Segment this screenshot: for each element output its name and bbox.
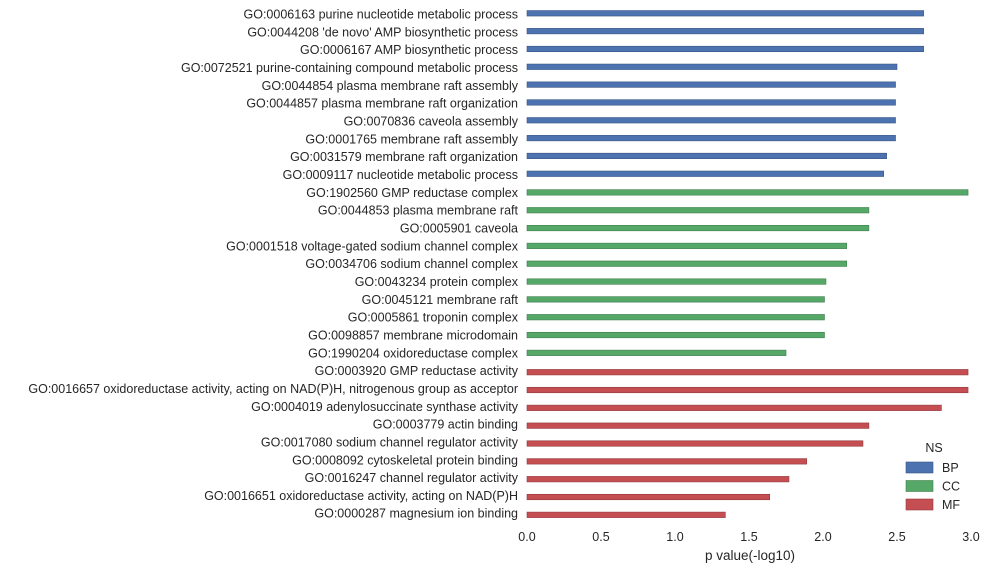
legend-label-cc: CC xyxy=(942,480,960,494)
category-label: GO:0003920 GMP reductase activity xyxy=(315,364,519,378)
legend-label-mf: MF xyxy=(942,498,960,512)
legend-swatch-mf xyxy=(905,498,934,511)
category-label: GO:0016651 oxidoreductase activity, acti… xyxy=(204,489,518,503)
category-labels: GO:0006163 purine nucleotide metabolic p… xyxy=(28,8,518,521)
x-tick-label: 3.0 xyxy=(962,530,979,544)
category-label: GO:0044857 plasma membrane raft organiza… xyxy=(246,97,518,111)
legend-swatch-cc xyxy=(905,480,934,492)
x-tick-label: 0.0 xyxy=(518,530,535,544)
x-axis-ticks: 0.0 0.5 1.0 1.5 2.0 2.5 3.0 xyxy=(518,530,979,544)
bar-mf xyxy=(526,422,870,429)
bar-cc xyxy=(526,207,870,214)
bar-cc xyxy=(526,242,847,249)
category-label: GO:0044208 'de novo' AMP biosynthetic pr… xyxy=(247,25,518,39)
bar-bp xyxy=(526,170,884,177)
bar-cc xyxy=(526,314,825,321)
category-label: GO:0044854 plasma membrane raft assembly xyxy=(262,79,519,93)
category-label: GO:0004019 adenylosuccinate synthase act… xyxy=(251,400,519,414)
bar-cc xyxy=(526,278,827,285)
category-label: GO:0006167 AMP biosynthetic process xyxy=(300,43,518,57)
category-label: GO:0070836 caveola assembly xyxy=(344,114,519,128)
category-label: GO:0003779 actin binding xyxy=(373,418,518,432)
bar-mf xyxy=(526,493,771,501)
legend: NS BP CC MF xyxy=(905,441,960,512)
category-label: GO:0000287 magnesium ion binding xyxy=(314,507,518,521)
category-label: GO:0016657 oxidoreductase activity, acti… xyxy=(28,382,518,396)
legend-label-bp: BP xyxy=(942,461,959,475)
bar-bp xyxy=(526,117,896,124)
x-tick-label: 2.0 xyxy=(814,530,831,544)
bar-cc xyxy=(526,296,825,303)
bar-bp xyxy=(526,63,898,70)
x-tick-label: 0.5 xyxy=(592,530,609,544)
bar-bp xyxy=(526,99,896,106)
category-label: GO:0016247 channel regulator activity xyxy=(305,471,519,485)
category-label: GO:0043234 protein complex xyxy=(355,275,519,289)
category-label: GO:0009117 nucleotide metabolic process xyxy=(283,168,518,182)
x-tick-label: 1.5 xyxy=(740,530,757,544)
category-label: GO:1990204 oxidoreductase complex xyxy=(308,346,519,360)
bar-mf xyxy=(526,458,808,465)
bar-mf xyxy=(526,404,942,411)
bars-group xyxy=(526,10,969,518)
x-tick-label: 2.5 xyxy=(888,530,905,544)
bar-bp xyxy=(526,81,896,88)
bar-bp xyxy=(526,28,924,35)
legend-title: NS xyxy=(925,441,942,455)
category-label: GO:0034706 sodium channel complex xyxy=(305,257,518,271)
bar-bp xyxy=(526,135,896,142)
bar-bp xyxy=(526,10,924,17)
bar-bp xyxy=(526,152,887,159)
bar-cc xyxy=(526,349,787,356)
bar-mf xyxy=(526,369,969,376)
category-label: GO:0008092 cytoskeletal protein binding xyxy=(292,453,518,467)
bar-mf xyxy=(526,476,790,483)
category-label: GO:0001518 voltage-gated sodium channel … xyxy=(226,239,519,253)
category-label: GO:0005861 troponin complex xyxy=(348,311,519,325)
x-axis-label: p value(-log10) xyxy=(705,548,795,563)
bar-mf xyxy=(526,386,969,394)
bar-cc xyxy=(526,189,969,196)
category-label: GO:0044853 plasma membrane raft xyxy=(318,204,519,218)
category-label: GO:0031579 membrane raft organization xyxy=(290,150,518,164)
category-label: GO:0045121 membrane raft xyxy=(362,293,519,307)
category-label: GO:1902560 GMP reductase complex xyxy=(306,186,518,200)
bar-cc xyxy=(526,225,870,232)
category-label: GO:0005901 caveola xyxy=(400,221,518,235)
bar-bp xyxy=(526,45,924,53)
category-label: GO:0072521 purine-containing compound me… xyxy=(181,61,518,75)
bar-mf xyxy=(526,511,726,518)
category-label: GO:0006163 purine nucleotide metabolic p… xyxy=(244,8,518,22)
bar-cc xyxy=(526,331,825,339)
x-tick-label: 1.0 xyxy=(666,530,683,544)
legend-swatch-bp xyxy=(905,461,934,474)
bar-cc xyxy=(526,260,847,267)
category-label: GO:0098857 membrane microdomain xyxy=(308,328,518,342)
legend-items: BP CC MF xyxy=(905,461,960,512)
bar-mf xyxy=(526,440,864,447)
category-label: GO:0017080 sodium channel regulator acti… xyxy=(261,435,519,449)
category-label: GO:0001765 membrane raft assembly xyxy=(305,132,518,146)
